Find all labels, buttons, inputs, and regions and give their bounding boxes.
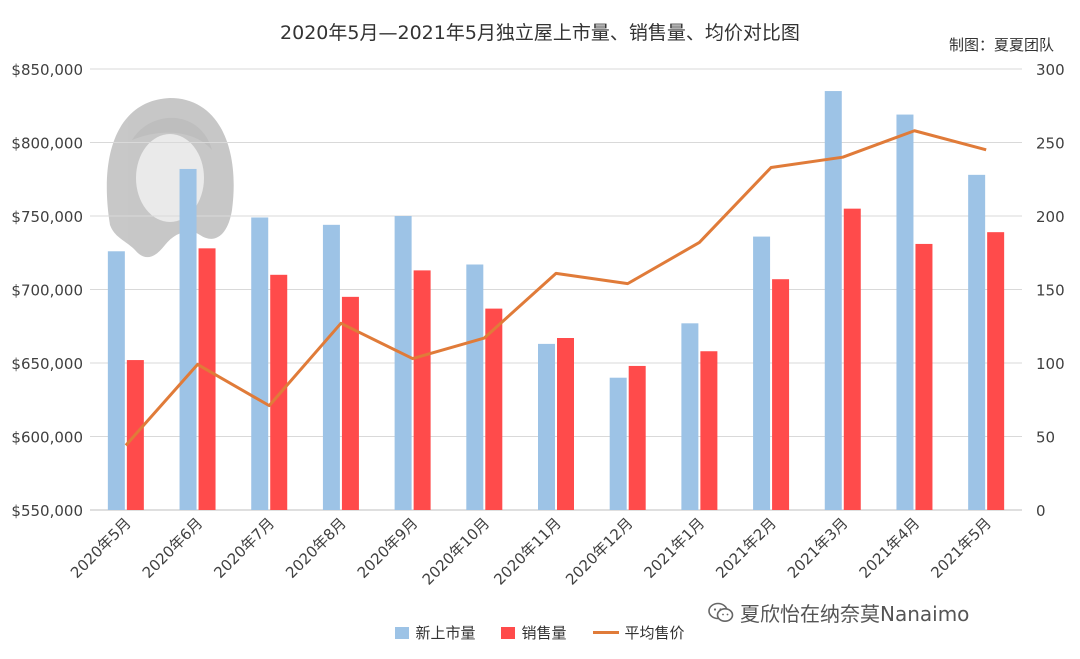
y-right-tick-label: 0 [1036,502,1046,520]
x-tick-label: 2020年7月 [210,514,278,582]
y-left-tick-label: $700,000 [11,282,83,300]
bar-listings [609,377,627,510]
bar-listings [681,323,699,510]
bar-sales [700,351,718,510]
x-tick-label: 2021年2月 [712,514,780,582]
bars-layer [107,91,1005,511]
line-layer [124,129,987,447]
bar-sales [628,365,646,510]
bar-listings [251,217,269,510]
legend-item-sales: 销售量 [501,622,567,643]
y-left-tick-label: $750,000 [11,208,83,226]
watermark: 夏欣怡在纳奈莫Nanaimo [708,598,969,627]
x-tick-label: 2020年12月 [562,514,636,588]
x-tick-label: 2021年1月 [641,514,709,582]
watermark-text: 夏欣怡在纳奈莫Nanaimo [740,602,970,626]
x-tick-label: 2020年11月 [490,514,564,588]
legend: 新上市量 销售量 平均售价 [0,622,1080,643]
bar-listings [466,264,484,510]
x-tick-label: 2021年5月 [927,514,995,582]
bar-sales [557,338,574,510]
bar-listings [538,343,555,510]
y-left-tick-label: $650,000 [11,355,83,373]
bar-sales [485,308,503,510]
bar-listings [107,251,125,510]
portrait-silhouette [106,98,234,258]
bar-sales [413,270,431,510]
y-left-tick-label: $550,000 [11,502,83,520]
chart-credit: 制图：夏夏团队 [948,36,1054,54]
y-right-tick-label: 50 [1036,429,1055,447]
legend-swatch-avg-price [592,631,619,634]
bar-sales [772,279,790,510]
legend-swatch-sales [501,626,516,639]
bar-listings [824,91,842,511]
legend-item-avg-price: 平均售价 [592,622,685,643]
y-right-tick-label: 200 [1036,208,1065,226]
x-tick-label: 2020年10月 [419,514,493,588]
legend-swatch-listings [395,626,410,639]
gridlines [90,68,1022,511]
bar-listings [968,174,986,510]
bar-listings [394,216,412,510]
bar-listings [896,114,914,510]
bar-sales [987,232,1005,511]
legend-label-listings: 新上市量 [415,624,476,642]
x-tick-label: 2020年5月 [67,514,135,582]
x-tick-label: 2021年3月 [784,514,852,582]
y-left-tick-label: $800,000 [11,135,83,153]
x-tick-label: 2020年6月 [139,514,207,582]
chart-title: 2020年5月—2021年5月独立屋上市量、销售量、均价对比图 [280,22,800,44]
y-right-tick-label: 150 [1036,282,1065,300]
bar-sales [341,296,359,510]
y-right-tick-label: 100 [1036,355,1065,373]
bar-listings [753,236,771,510]
y-right-tick-label: 300 [1036,61,1065,79]
x-tick-label: 2021年4月 [856,514,924,582]
bar-sales [915,243,933,510]
bar-sales [198,248,216,510]
wechat-icon [708,602,734,622]
bar-listings [179,168,197,510]
y-right-tick-label: 250 [1036,135,1065,153]
legend-label-sales: 销售量 [521,624,567,642]
x-tick-label: 2020年9月 [354,514,422,582]
legend-label-avg-price: 平均售价 [624,624,685,642]
legend-item-listings: 新上市量 [395,622,475,643]
y-left-tick-label: $850,000 [11,61,83,79]
bar-listings [322,224,340,510]
bar-sales [270,274,288,510]
x-tick-label: 2020年8月 [282,514,350,582]
bar-sales [843,208,861,510]
y-left-tick-label: $600,000 [11,429,83,447]
